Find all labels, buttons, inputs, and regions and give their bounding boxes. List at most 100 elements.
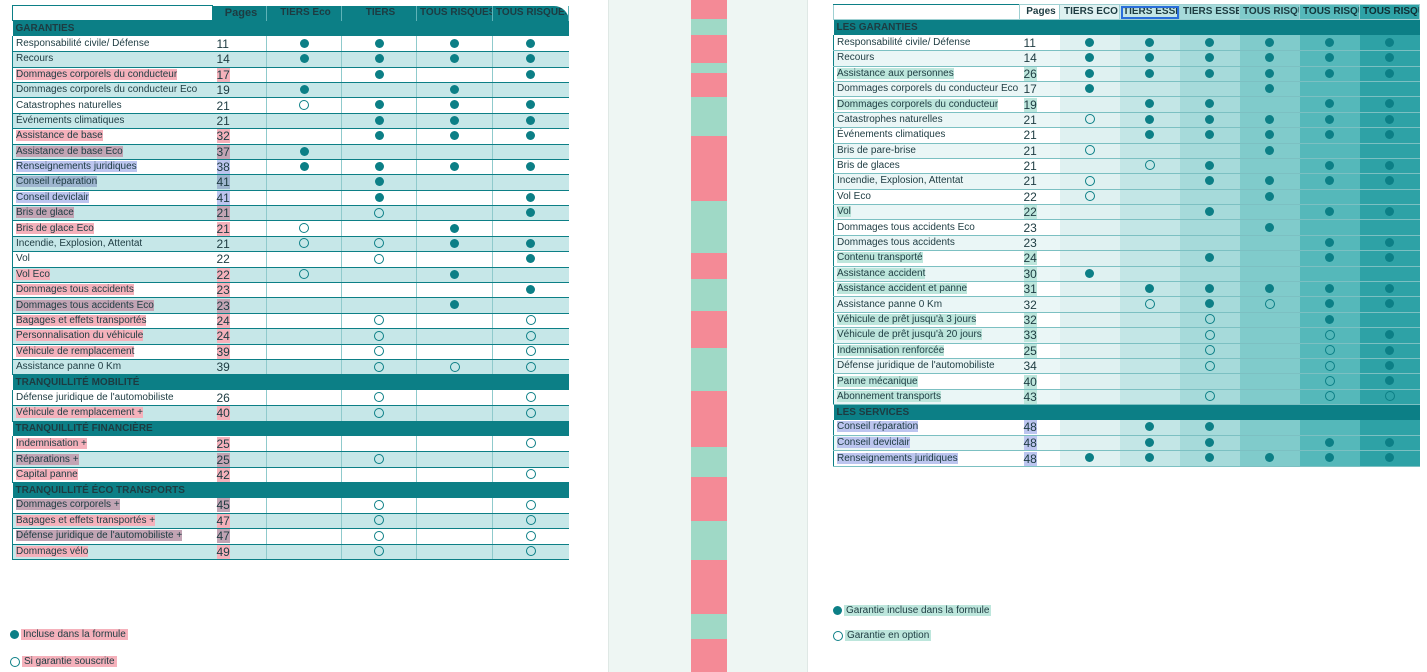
page-number-cell: 17 bbox=[1019, 81, 1060, 98]
filled-dot-icon bbox=[1085, 84, 1094, 93]
guarantee-label-cell: Indemnisation + bbox=[12, 436, 213, 453]
coverage-cell bbox=[1299, 343, 1360, 359]
coverage-cell bbox=[1239, 373, 1300, 390]
coverage-cell bbox=[416, 159, 493, 176]
coverage-cell bbox=[492, 144, 569, 160]
filled-dot-icon bbox=[1265, 37, 1274, 47]
table-row: Responsabilité civile/ Défense 11 bbox=[12, 36, 569, 53]
empty-circle-icon bbox=[525, 361, 536, 372]
coverage-cell bbox=[1059, 173, 1120, 190]
coverage-cell bbox=[341, 236, 417, 253]
page-number: 32 bbox=[1023, 297, 1037, 312]
empty-circle-icon bbox=[449, 361, 460, 372]
page-number: 47 bbox=[216, 514, 230, 529]
filled-dot-icon bbox=[1205, 53, 1214, 63]
coverage-cell bbox=[341, 205, 417, 222]
guarantee-label: Dommages tous accidents Eco bbox=[16, 299, 154, 311]
coverage-cell bbox=[1059, 219, 1120, 236]
page-number-cell: 45 bbox=[212, 498, 267, 514]
filled-dot-icon bbox=[1085, 53, 1094, 63]
filled-dot-icon bbox=[10, 630, 19, 639]
page-number: 24 bbox=[1023, 251, 1037, 266]
filled-dot-icon bbox=[526, 100, 536, 110]
band-segment bbox=[691, 19, 727, 35]
filled-dot-icon bbox=[450, 300, 459, 310]
coverage-cell bbox=[416, 97, 493, 114]
empty-circle-icon bbox=[1204, 345, 1215, 356]
coverage-cell bbox=[1239, 35, 1300, 52]
page-number-cell: 21 bbox=[1019, 143, 1060, 159]
coverage-cell bbox=[1239, 158, 1300, 175]
filled-dot-icon bbox=[526, 161, 536, 171]
coverage-cell bbox=[492, 513, 569, 530]
middle-strip bbox=[608, 0, 808, 672]
filled-dot-icon bbox=[1325, 237, 1334, 247]
table-row: Bagages et effets transportés 24 bbox=[12, 313, 569, 330]
filled-dot-icon bbox=[1205, 114, 1214, 124]
coverage-cell bbox=[1299, 373, 1360, 390]
coverage-cell bbox=[1239, 266, 1300, 283]
page-number-cell: 48 bbox=[1019, 450, 1060, 467]
coverage-cell bbox=[266, 97, 342, 114]
coverage-cell bbox=[266, 513, 342, 530]
page-number-cell: 21 bbox=[1019, 173, 1060, 190]
guarantee-label-cell: Renseignements juridiques bbox=[12, 159, 213, 176]
coverage-cell bbox=[492, 328, 569, 345]
table-row: Dommages corporels du conducteur Eco 17 bbox=[833, 81, 1420, 98]
filled-dot-icon bbox=[526, 115, 536, 125]
table-row: Dommages corporels du conducteur 19 bbox=[833, 96, 1420, 113]
guarantee-label-cell: Incendie, Explosion, Attentat bbox=[833, 173, 1020, 190]
guarantee-label-cell: Panne mécanique bbox=[833, 373, 1020, 390]
coverage-cell bbox=[492, 220, 569, 237]
guarantee-label: Assistance panne 0 Km bbox=[837, 298, 943, 310]
coverage-cell bbox=[1179, 204, 1240, 221]
coverage-cell bbox=[266, 297, 342, 314]
filled-dot-icon bbox=[450, 38, 459, 48]
coverage-cell bbox=[492, 390, 569, 407]
table-row: Bris de glace 21 bbox=[12, 205, 569, 222]
coverage-cell bbox=[416, 113, 493, 130]
coverage-cell bbox=[266, 174, 342, 191]
empty-circle-icon bbox=[1324, 375, 1335, 386]
coverage-cell bbox=[341, 282, 417, 299]
table-row: Dommages vélo 49 bbox=[12, 544, 569, 561]
table-row: Catastrophes naturelles 21 bbox=[12, 97, 569, 114]
empty-circle-icon bbox=[374, 346, 384, 357]
page-number-cell: 14 bbox=[1019, 50, 1060, 67]
empty-circle-icon bbox=[525, 499, 536, 510]
empty-circle-icon bbox=[1264, 298, 1275, 309]
coverage-cell bbox=[266, 498, 342, 514]
coverage-cell bbox=[1059, 343, 1120, 359]
left-legend-option-text: Si garantie souscrite bbox=[22, 656, 117, 667]
empty-circle-icon bbox=[1324, 391, 1335, 402]
table-row: Contenu transporté 24 bbox=[833, 250, 1420, 267]
coverage-cell bbox=[1359, 281, 1420, 298]
coverage-cell bbox=[1359, 358, 1420, 375]
table-row: Assistance panne 0 Km 32 bbox=[833, 296, 1420, 313]
guarantee-label: Défense juridique de l'automobiliste bbox=[16, 391, 174, 403]
page-number: 34 bbox=[1023, 359, 1037, 374]
coverage-cell bbox=[1299, 266, 1360, 283]
page-number: 21 bbox=[216, 237, 230, 252]
page-number-cell: 48 bbox=[1019, 435, 1060, 452]
guarantee-label-cell: Assistance accident et panne bbox=[833, 281, 1020, 298]
empty-circle-icon bbox=[299, 269, 309, 280]
coverage-cell bbox=[1299, 219, 1360, 236]
page-number: 49 bbox=[216, 544, 230, 559]
guarantee-label: Événements climatiques bbox=[837, 129, 946, 141]
coverage-cell bbox=[341, 451, 417, 468]
coverage-cell bbox=[341, 467, 417, 484]
coverage-cell bbox=[1299, 250, 1360, 267]
coverage-cell bbox=[1119, 420, 1180, 436]
left-header-pages: Pages bbox=[212, 5, 267, 21]
band-segment bbox=[691, 391, 727, 448]
coverage-cell bbox=[1299, 66, 1360, 82]
coverage-cell bbox=[341, 313, 417, 330]
coverage-cell bbox=[492, 67, 569, 83]
page-number-cell: 19 bbox=[212, 82, 267, 99]
page-number-cell: 14 bbox=[212, 51, 267, 68]
coverage-cell bbox=[341, 113, 417, 130]
coverage-cell bbox=[416, 144, 493, 160]
coverage-cell bbox=[492, 528, 569, 545]
filled-dot-icon bbox=[1325, 453, 1334, 463]
